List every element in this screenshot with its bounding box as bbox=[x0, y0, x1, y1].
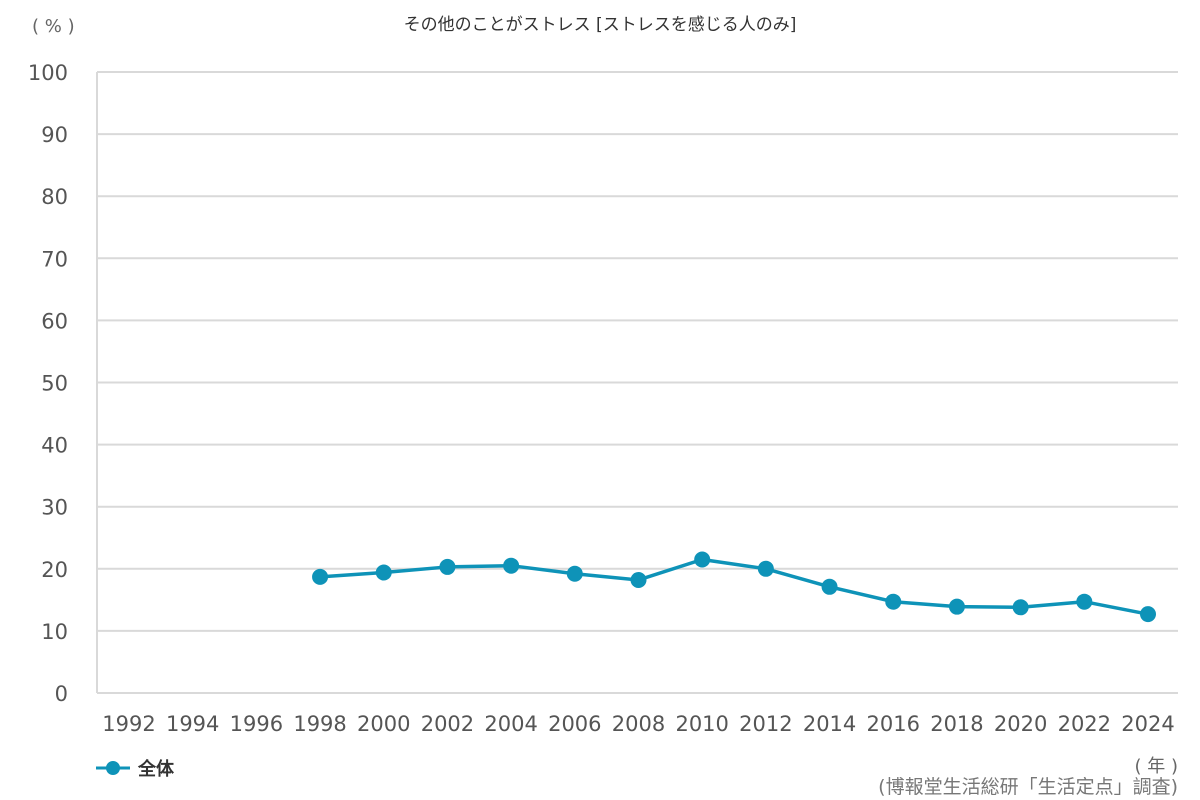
data-point[interactable] bbox=[566, 565, 583, 582]
x-tick-label: 2006 bbox=[548, 712, 601, 736]
x-tick-label: 2014 bbox=[803, 712, 856, 736]
data-point[interactable] bbox=[312, 568, 329, 585]
y-tick-label: 40 bbox=[41, 434, 68, 458]
y-tick-label: 0 bbox=[55, 682, 68, 706]
x-tick-label: 2010 bbox=[675, 712, 728, 736]
y-tick-label: 10 bbox=[41, 620, 68, 644]
x-tick-label: 2020 bbox=[994, 712, 1047, 736]
x-tick-label: 1994 bbox=[166, 712, 219, 736]
x-tick-label: 1996 bbox=[230, 712, 283, 736]
chart-title: その他のことがストレス [ストレスを感じる人のみ] bbox=[403, 15, 797, 35]
data-point[interactable] bbox=[1076, 593, 1093, 610]
data-point[interactable] bbox=[948, 598, 965, 615]
legend: 全体 bbox=[96, 755, 174, 781]
x-axis-ticks: 1992 1994 1996 1998 2000 2002 2004 2006 2008 2010… bbox=[102, 712, 1174, 736]
x-tick-label: 1998 bbox=[293, 712, 346, 736]
data-point[interactable] bbox=[1140, 606, 1156, 623]
data-point[interactable] bbox=[821, 578, 838, 595]
y-tick-label: 70 bbox=[41, 247, 68, 271]
y-tick-label: 50 bbox=[41, 372, 68, 396]
data-point[interactable] bbox=[1012, 599, 1029, 616]
x-axis-unit: ( 年 ) bbox=[1134, 756, 1179, 777]
y-tick-label: 90 bbox=[41, 123, 68, 147]
data-point[interactable] bbox=[757, 560, 774, 577]
data-point[interactable] bbox=[885, 593, 902, 610]
data-point[interactable] bbox=[439, 558, 456, 575]
x-tick-label: 1992 bbox=[102, 712, 155, 736]
y-tick-label: 100 bbox=[28, 61, 68, 85]
y-tick-label: 30 bbox=[41, 496, 68, 520]
y-tick-label: 60 bbox=[41, 309, 68, 333]
x-tick-label: 2002 bbox=[421, 712, 474, 736]
x-tick-label: 2018 bbox=[930, 712, 983, 736]
x-tick-label: 2016 bbox=[867, 712, 920, 736]
source-note: (博報堂生活総研「生活定点」調査) bbox=[878, 776, 1178, 798]
data-point[interactable] bbox=[375, 564, 392, 581]
legend-label: 全体 bbox=[138, 759, 174, 780]
series-line bbox=[312, 551, 1156, 623]
x-tick-label: 2022 bbox=[1058, 712, 1111, 736]
x-tick-label: 2000 bbox=[357, 712, 410, 736]
legend-marker-icon bbox=[96, 761, 130, 775]
x-tick-label: 2012 bbox=[739, 712, 792, 736]
data-point[interactable] bbox=[503, 557, 520, 574]
y-axis-ticks: 0 10 20 30 40 50 60 70 80 90 100 bbox=[28, 61, 68, 706]
data-point[interactable] bbox=[694, 551, 711, 568]
y-tick-label: 20 bbox=[41, 558, 68, 582]
x-tick-label: 2024 bbox=[1121, 712, 1174, 736]
x-tick-label: 2008 bbox=[612, 712, 665, 736]
x-tick-label: 2004 bbox=[484, 712, 537, 736]
data-point[interactable] bbox=[630, 571, 647, 588]
y-tick-label: 80 bbox=[41, 185, 68, 209]
y-axis-unit: ( % ) bbox=[32, 16, 75, 37]
series-polyline bbox=[319, 557, 1149, 616]
gridlines bbox=[96, 71, 1178, 694]
